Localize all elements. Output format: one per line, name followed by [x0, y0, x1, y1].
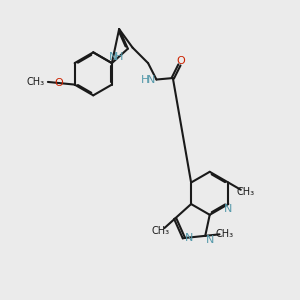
Text: O: O	[176, 56, 185, 66]
Text: N: N	[185, 233, 194, 243]
Text: N: N	[206, 235, 214, 245]
Text: CH₃: CH₃	[236, 188, 254, 197]
Text: N: N	[109, 52, 117, 61]
Text: N: N	[147, 74, 155, 85]
Text: CH₃: CH₃	[26, 77, 44, 87]
Text: H: H	[141, 74, 149, 85]
Text: H: H	[115, 52, 124, 61]
Text: O: O	[55, 78, 64, 88]
Text: CH₃: CH₃	[216, 229, 234, 239]
Text: CH₃: CH₃	[152, 226, 170, 236]
Text: N: N	[224, 203, 232, 214]
